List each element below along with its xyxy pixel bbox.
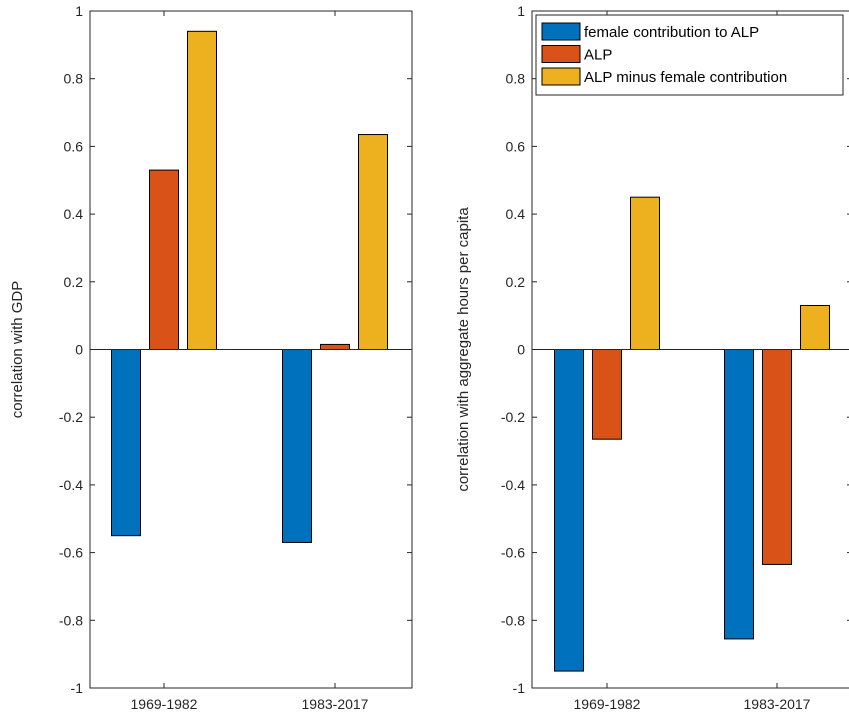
right-bar-s1-1969-1982 <box>554 349 584 672</box>
right-y-axis-label: correlation with aggregate hours per cap… <box>455 207 472 492</box>
left-ytick-label: -0.8 <box>59 612 83 628</box>
left-ytick-label: 0.2 <box>64 274 84 290</box>
left-ytick-label: 1 <box>75 3 83 19</box>
right-ytick-label: 1 <box>517 3 525 19</box>
left-ytick-label: 0 <box>75 342 83 358</box>
legend-swatch-1 <box>541 22 581 41</box>
right-ytick-label: -0.6 <box>501 545 525 561</box>
left-ytick-label: -0.4 <box>59 477 83 493</box>
right-ytick-label: -1 <box>513 680 526 696</box>
legend-box <box>535 14 844 96</box>
left-ytick-label: 0.4 <box>64 206 84 222</box>
left-ytick-label: -0.6 <box>59 545 83 561</box>
left-ytick-label: -0.2 <box>59 409 83 425</box>
left-chart-panel: correlation with GDP -1 -0.8 -0.6 -0.4 -0.2 0… <box>9 3 413 712</box>
left-bar-s1-1983-2017 <box>282 349 312 543</box>
left-ytick-label: 0.8 <box>64 71 84 87</box>
left-y-axis-label: correlation with GDP <box>9 281 26 419</box>
left-bar-s3-1983-2017 <box>358 134 388 350</box>
right-ytick-label: 0 <box>517 342 525 358</box>
legend-entry-2: ALP <box>584 47 612 64</box>
right-ytick-label: -0.2 <box>501 409 525 425</box>
legend-entry-3: ALP minus female contribution <box>584 69 787 86</box>
legend-swatch-3 <box>541 67 581 86</box>
right-bar-s2-1969-1982 <box>592 349 622 440</box>
left-bar-s1-1969-1982 <box>111 349 141 537</box>
right-bar-s1-1983-2017 <box>724 349 754 640</box>
right-ytick-label: -0.8 <box>501 612 525 628</box>
legend-entry-1: female contribution to ALP <box>584 24 759 41</box>
right-xtick-label: 1969-1982 <box>574 696 641 712</box>
left-xtick-label: 1983-2017 <box>302 696 369 712</box>
right-ytick-label: 0.6 <box>506 138 526 154</box>
left-bar-s2-1983-2017 <box>320 343 350 350</box>
left-xtick-label: 1969-1982 <box>131 696 198 712</box>
left-bar-s3-1969-1982 <box>187 30 217 351</box>
right-bar-s3-1969-1982 <box>630 196 660 350</box>
left-bar-s2-1969-1982 <box>149 169 179 350</box>
left-ytick-label: 0.6 <box>64 138 84 154</box>
right-ytick-label: 0.4 <box>506 206 526 222</box>
right-chart-panel: correlation with aggregate hours per cap… <box>455 3 849 712</box>
right-legend: female contribution to ALP ALP ALP minus f… <box>535 14 844 96</box>
right-bar-s3-1983-2017 <box>800 304 830 350</box>
legend-swatch-2 <box>541 45 581 63</box>
right-bar-s2-1983-2017 <box>762 349 792 565</box>
left-ytick-label: -1 <box>71 680 84 696</box>
right-xtick-label: 1983-2017 <box>744 696 811 712</box>
right-ytick-label: 0.8 <box>506 71 526 87</box>
right-ytick-label: 0.2 <box>506 274 526 290</box>
right-ytick-label: -0.4 <box>501 477 525 493</box>
